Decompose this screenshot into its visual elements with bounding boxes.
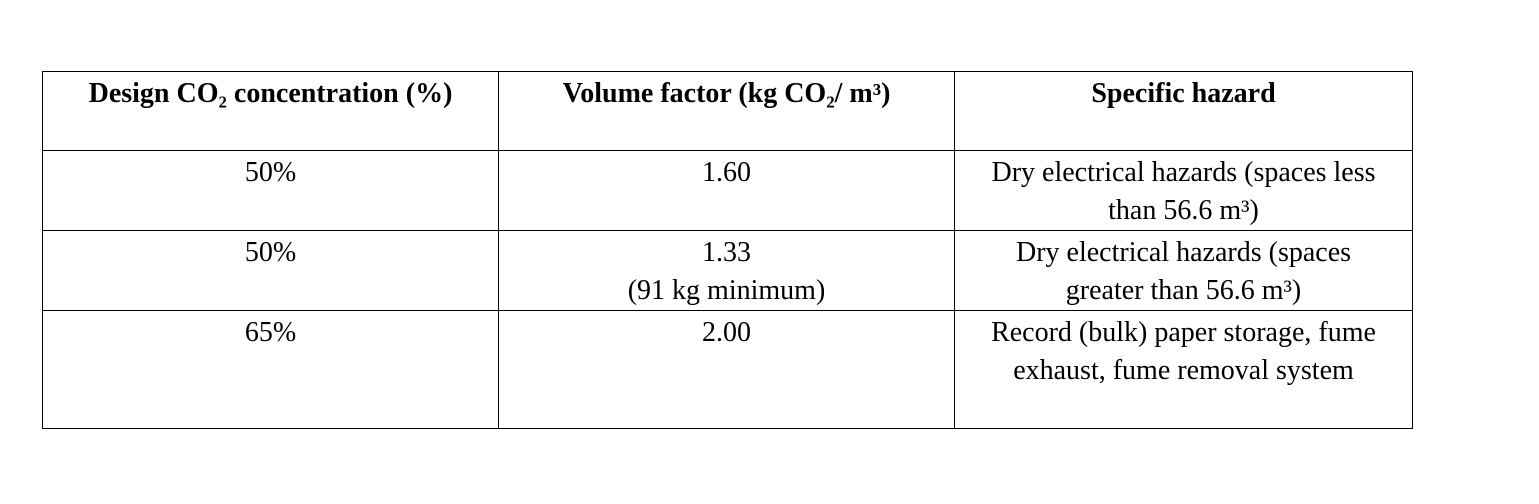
table-cell: 50% <box>42 230 499 311</box>
header-row: Design CO₂ concentration (%) Volume facto… <box>42 71 1413 151</box>
table-cell: Dry electrical hazards (spaces greater t… <box>954 230 1413 311</box>
table-row: 50% 1.33 (91 kg minimum) Dry electrical ha… <box>42 230 1413 311</box>
table-cell: 1.60 <box>498 150 955 231</box>
table-cell: 2.00 <box>498 310 955 429</box>
table-cell: Record (bulk) paper storage, fume exhaus… <box>954 310 1413 429</box>
table-header: Design CO₂ concentration (%) Volume facto… <box>42 71 1413 151</box>
table-body: 50% 1.60 Dry electrical hazards (spaces le… <box>42 150 1413 429</box>
table-cell: Dry electrical hazards (spaces less than… <box>954 150 1413 231</box>
table-row: 65% 2.00 Record (bulk) paper storage, fume… <box>42 310 1413 429</box>
table-row: 50% 1.60 Dry electrical hazards (spaces le… <box>42 150 1413 231</box>
co2-table: Design CO₂ concentration (%) Volume facto… <box>42 71 1413 429</box>
header-cell: Design CO₂ concentration (%) <box>42 71 499 151</box>
table-cell: 50% <box>42 150 499 231</box>
table-cell: 1.33 (91 kg minimum) <box>498 230 955 311</box>
header-cell: Volume factor (kg CO₂/ m³) <box>498 71 955 151</box>
header-cell: Specific hazard <box>954 71 1413 151</box>
table-cell: 65% <box>42 310 499 429</box>
